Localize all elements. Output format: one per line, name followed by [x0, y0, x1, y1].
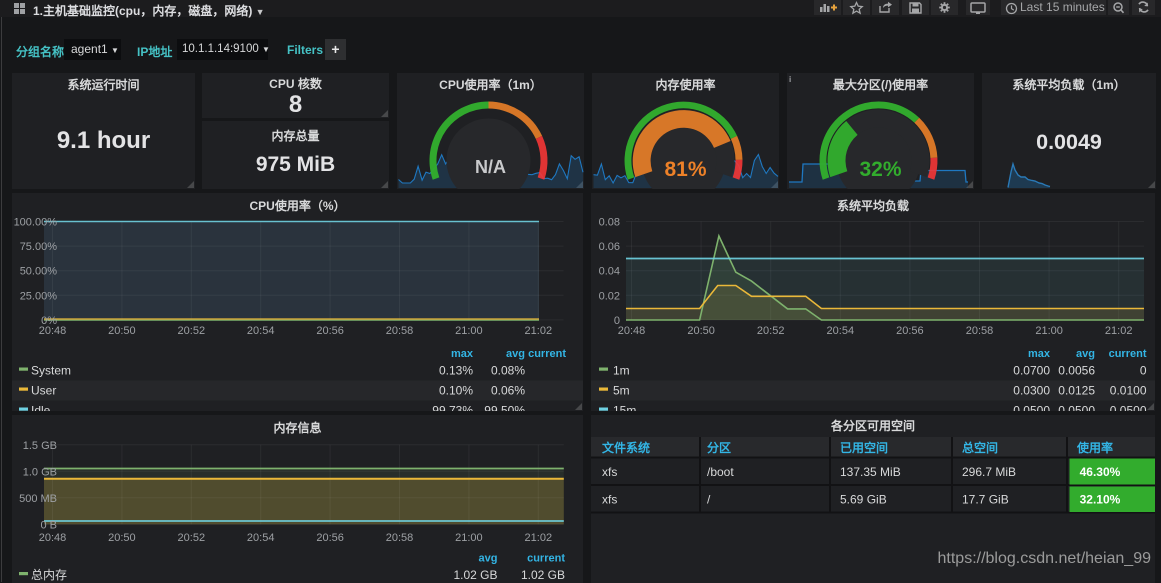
- svg-text:25.00%: 25.00%: [20, 290, 58, 302]
- svg-text:0.0056: 0.0056: [1058, 364, 1095, 378]
- svg-text:296.7 MiB: 296.7 MiB: [962, 465, 1016, 479]
- svg-text:75.00%: 75.00%: [20, 241, 58, 253]
- svg-text:xfs: xfs: [602, 465, 617, 479]
- svg-text:Idle: Idle: [31, 404, 51, 412]
- svg-text:0.06: 0.06: [599, 241, 620, 253]
- svg-text:current: current: [527, 553, 565, 565]
- svg-text:current: current: [1109, 348, 1147, 360]
- svg-text:5.69 GiB: 5.69 GiB: [840, 493, 887, 507]
- svg-text:0.0500: 0.0500: [1013, 404, 1050, 412]
- svg-text:21:00: 21:00: [455, 532, 483, 544]
- svg-text:17.7 GiB: 17.7 GiB: [962, 493, 1009, 507]
- svg-text:0.0500: 0.0500: [1058, 404, 1095, 412]
- svg-text:20:54: 20:54: [247, 532, 275, 544]
- svg-text:20:56: 20:56: [316, 325, 344, 337]
- svg-text:总空间: 总空间: [962, 440, 998, 455]
- svg-text:分区: 分区: [707, 440, 731, 455]
- svg-text:20:56: 20:56: [896, 325, 924, 337]
- svg-text:20:48: 20:48: [39, 532, 67, 544]
- svg-text:avg: avg: [1076, 348, 1095, 360]
- svg-text:xfs: xfs: [602, 493, 617, 507]
- svg-text:100.00%: 100.00%: [14, 217, 58, 229]
- svg-text:46.30%: 46.30%: [1080, 465, 1121, 479]
- svg-text:21:00: 21:00: [1035, 325, 1063, 337]
- svg-text:1.02 GB: 1.02 GB: [521, 568, 565, 582]
- svg-text:5m: 5m: [613, 384, 630, 398]
- svg-text:0.0500: 0.0500: [1110, 404, 1147, 412]
- svg-text:21:02: 21:02: [1105, 325, 1133, 337]
- svg-text:/boot: /boot: [707, 465, 734, 479]
- svg-text:0.08%: 0.08%: [491, 364, 525, 378]
- svg-text:20:58: 20:58: [966, 325, 994, 337]
- svg-text:0.06%: 0.06%: [491, 384, 525, 398]
- svg-text:50.00%: 50.00%: [20, 266, 58, 278]
- svg-text:0.0700: 0.0700: [1013, 364, 1050, 378]
- svg-text:0.0300: 0.0300: [1013, 384, 1050, 398]
- svg-text:使用率: 使用率: [1076, 440, 1113, 455]
- svg-text:max: max: [451, 348, 474, 360]
- svg-text:20:50: 20:50: [687, 325, 715, 337]
- svg-text:21:02: 21:02: [525, 532, 553, 544]
- svg-text:500 MB: 500 MB: [19, 493, 57, 505]
- svg-text:文件系统: 文件系统: [602, 440, 650, 455]
- svg-text:avg: avg: [479, 553, 498, 565]
- svg-text:User: User: [31, 384, 56, 398]
- svg-text:0.10%: 0.10%: [439, 384, 473, 398]
- svg-text:0.0100: 0.0100: [1110, 384, 1147, 398]
- svg-text:0 B: 0 B: [40, 519, 57, 531]
- svg-text:current: current: [528, 348, 566, 360]
- svg-text:已用空间: 已用空间: [840, 440, 888, 455]
- svg-text:20:54: 20:54: [247, 325, 275, 337]
- svg-text:21:00: 21:00: [455, 325, 483, 337]
- svg-text:0: 0: [1140, 364, 1147, 378]
- svg-text:20:50: 20:50: [108, 532, 136, 544]
- svg-text:15m: 15m: [613, 404, 636, 412]
- svg-text:20:56: 20:56: [316, 532, 344, 544]
- svg-text:99.73%: 99.73%: [432, 404, 473, 412]
- svg-text:总内存: 总内存: [31, 568, 67, 582]
- svg-text:20:58: 20:58: [386, 325, 414, 337]
- svg-text:/: /: [707, 493, 711, 507]
- svg-text:0.13%: 0.13%: [439, 364, 473, 378]
- svg-text:20:54: 20:54: [827, 325, 855, 337]
- svg-text:1.0 GB: 1.0 GB: [23, 466, 57, 478]
- svg-text:21:02: 21:02: [525, 325, 553, 337]
- svg-text:32.10%: 32.10%: [1080, 493, 1121, 507]
- svg-text:0: 0: [614, 315, 620, 327]
- svg-text:1.02 GB: 1.02 GB: [453, 568, 497, 582]
- svg-text:0.04: 0.04: [599, 266, 620, 278]
- svg-text:20:52: 20:52: [178, 325, 206, 337]
- svg-text:20:50: 20:50: [108, 325, 136, 337]
- svg-text:137.35 MiB: 137.35 MiB: [840, 465, 901, 479]
- svg-text:avg: avg: [506, 348, 525, 360]
- svg-text:1.5 GB: 1.5 GB: [23, 440, 57, 452]
- svg-text:20:48: 20:48: [618, 325, 646, 337]
- svg-text:20:52: 20:52: [178, 532, 206, 544]
- svg-text:0.0125: 0.0125: [1058, 384, 1095, 398]
- svg-text:20:52: 20:52: [757, 325, 785, 337]
- svg-text:System: System: [31, 364, 71, 378]
- svg-text:20:48: 20:48: [39, 325, 67, 337]
- svg-text:0.02: 0.02: [599, 290, 620, 302]
- svg-text:max: max: [1028, 348, 1051, 360]
- svg-text:1m: 1m: [613, 364, 630, 378]
- svg-text:0.08: 0.08: [599, 217, 620, 229]
- svg-text:20:58: 20:58: [386, 532, 414, 544]
- svg-text:0%: 0%: [41, 315, 57, 327]
- svg-text:99.50%: 99.50%: [484, 404, 525, 412]
